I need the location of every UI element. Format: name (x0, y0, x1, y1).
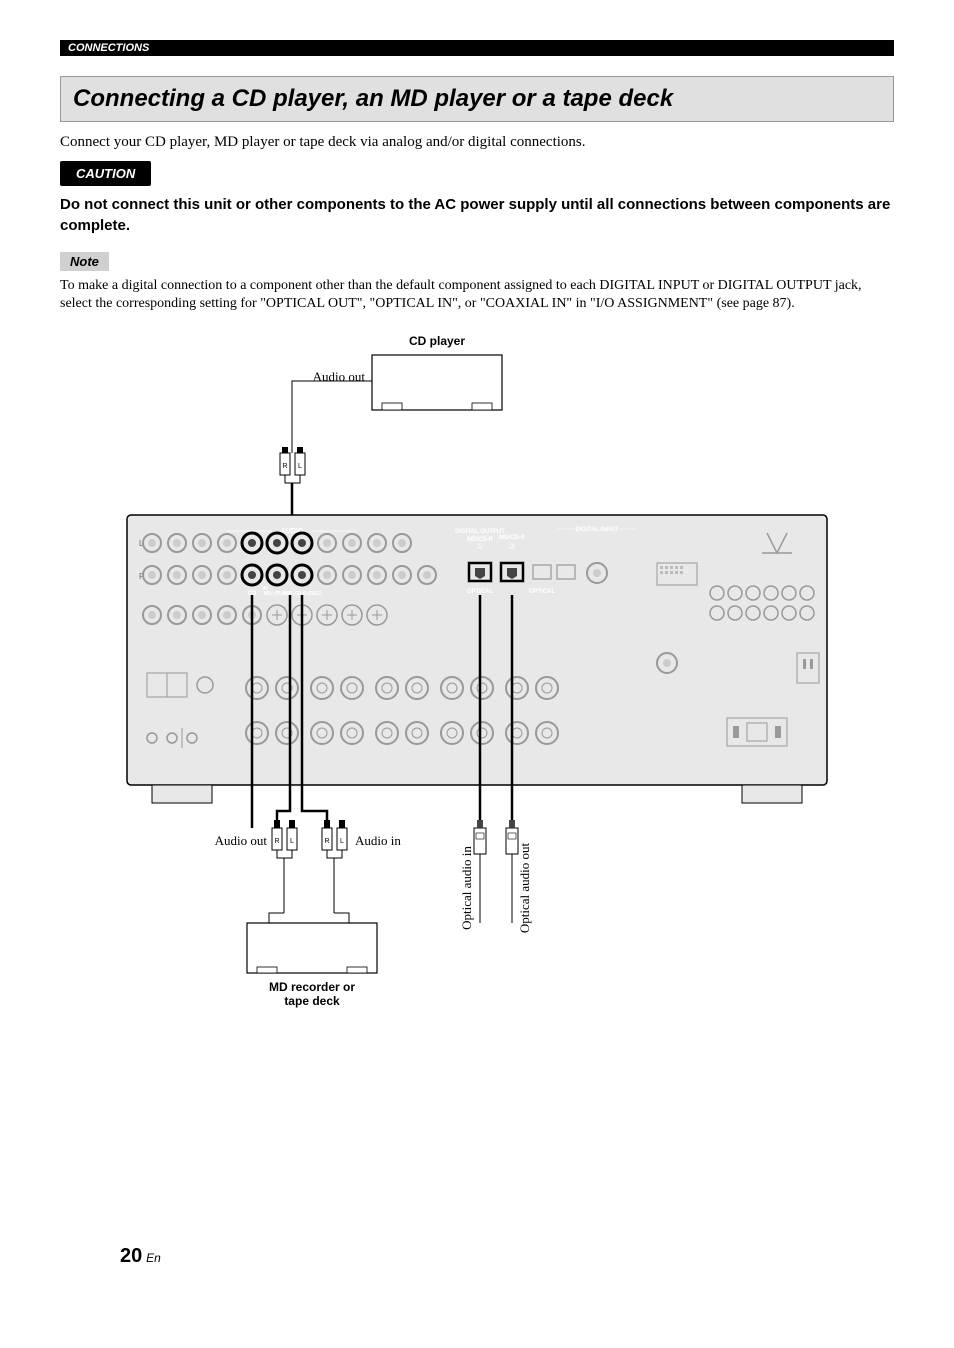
page-number: 20 En (120, 1245, 161, 1268)
optical-in-label: Optical audio in (459, 846, 474, 930)
svg-text:OPTICAL: OPTICAL (467, 589, 494, 595)
md-audio-in-label: Audio in (355, 833, 401, 848)
cd-player-label: CD player (409, 334, 465, 348)
svg-text:②: ② (508, 542, 515, 551)
svg-text:R: R (324, 838, 329, 845)
optical-in-plug (474, 820, 486, 913)
section-header: CONNECTIONS (60, 40, 894, 56)
rca-in-plugs: R L (322, 820, 347, 913)
svg-text:DIGITAL OUTPUT: DIGITAL OUTPUT (455, 529, 505, 535)
caution-label: CAUTION (60, 161, 151, 186)
svg-text:①: ① (476, 542, 483, 551)
svg-text:R: R (274, 838, 279, 845)
rca-out-plugs: R L (272, 820, 297, 913)
intro-text: Connect your CD player, MD player or tap… (60, 134, 894, 151)
md-recorder-box (247, 923, 377, 973)
md-label-1: MD recorder or (269, 980, 355, 994)
page-title: Connecting a CD player, an MD player or … (73, 85, 881, 113)
svg-text:L: L (298, 463, 302, 470)
svg-text:MD/CD-R: MD/CD-R (499, 535, 526, 541)
svg-text:OPTICAL: OPTICAL (529, 589, 556, 595)
connection-diagram: CD player Audio out R L AUDIO L R (60, 333, 894, 1013)
diagram-svg: CD player Audio out R L AUDIO L R (97, 333, 857, 1013)
svg-text:L: L (340, 838, 344, 845)
svg-text:R: R (282, 463, 287, 470)
svg-text:DIGITAL INPUT: DIGITAL INPUT (575, 527, 618, 533)
md-label-2: tape deck (284, 994, 340, 1008)
cd-audio-out-label: Audio out (313, 369, 366, 384)
note-label: Note (60, 252, 109, 271)
svg-text:L: L (290, 838, 294, 845)
page-number-value: 20 (120, 1245, 142, 1267)
receiver-panel (127, 515, 827, 785)
title-box: Connecting a CD player, an MD player or … (60, 76, 894, 122)
optical-out-label: Optical audio out (517, 843, 532, 934)
page-lang: En (146, 1251, 161, 1265)
cd-player-box (372, 355, 502, 410)
note-text: To make a digital connection to a compon… (60, 277, 894, 313)
md-audio-out-label: Audio out (215, 833, 268, 848)
caution-text: Do not connect this unit or other compon… (60, 194, 894, 236)
section-header-text: CONNECTIONS (68, 42, 149, 54)
